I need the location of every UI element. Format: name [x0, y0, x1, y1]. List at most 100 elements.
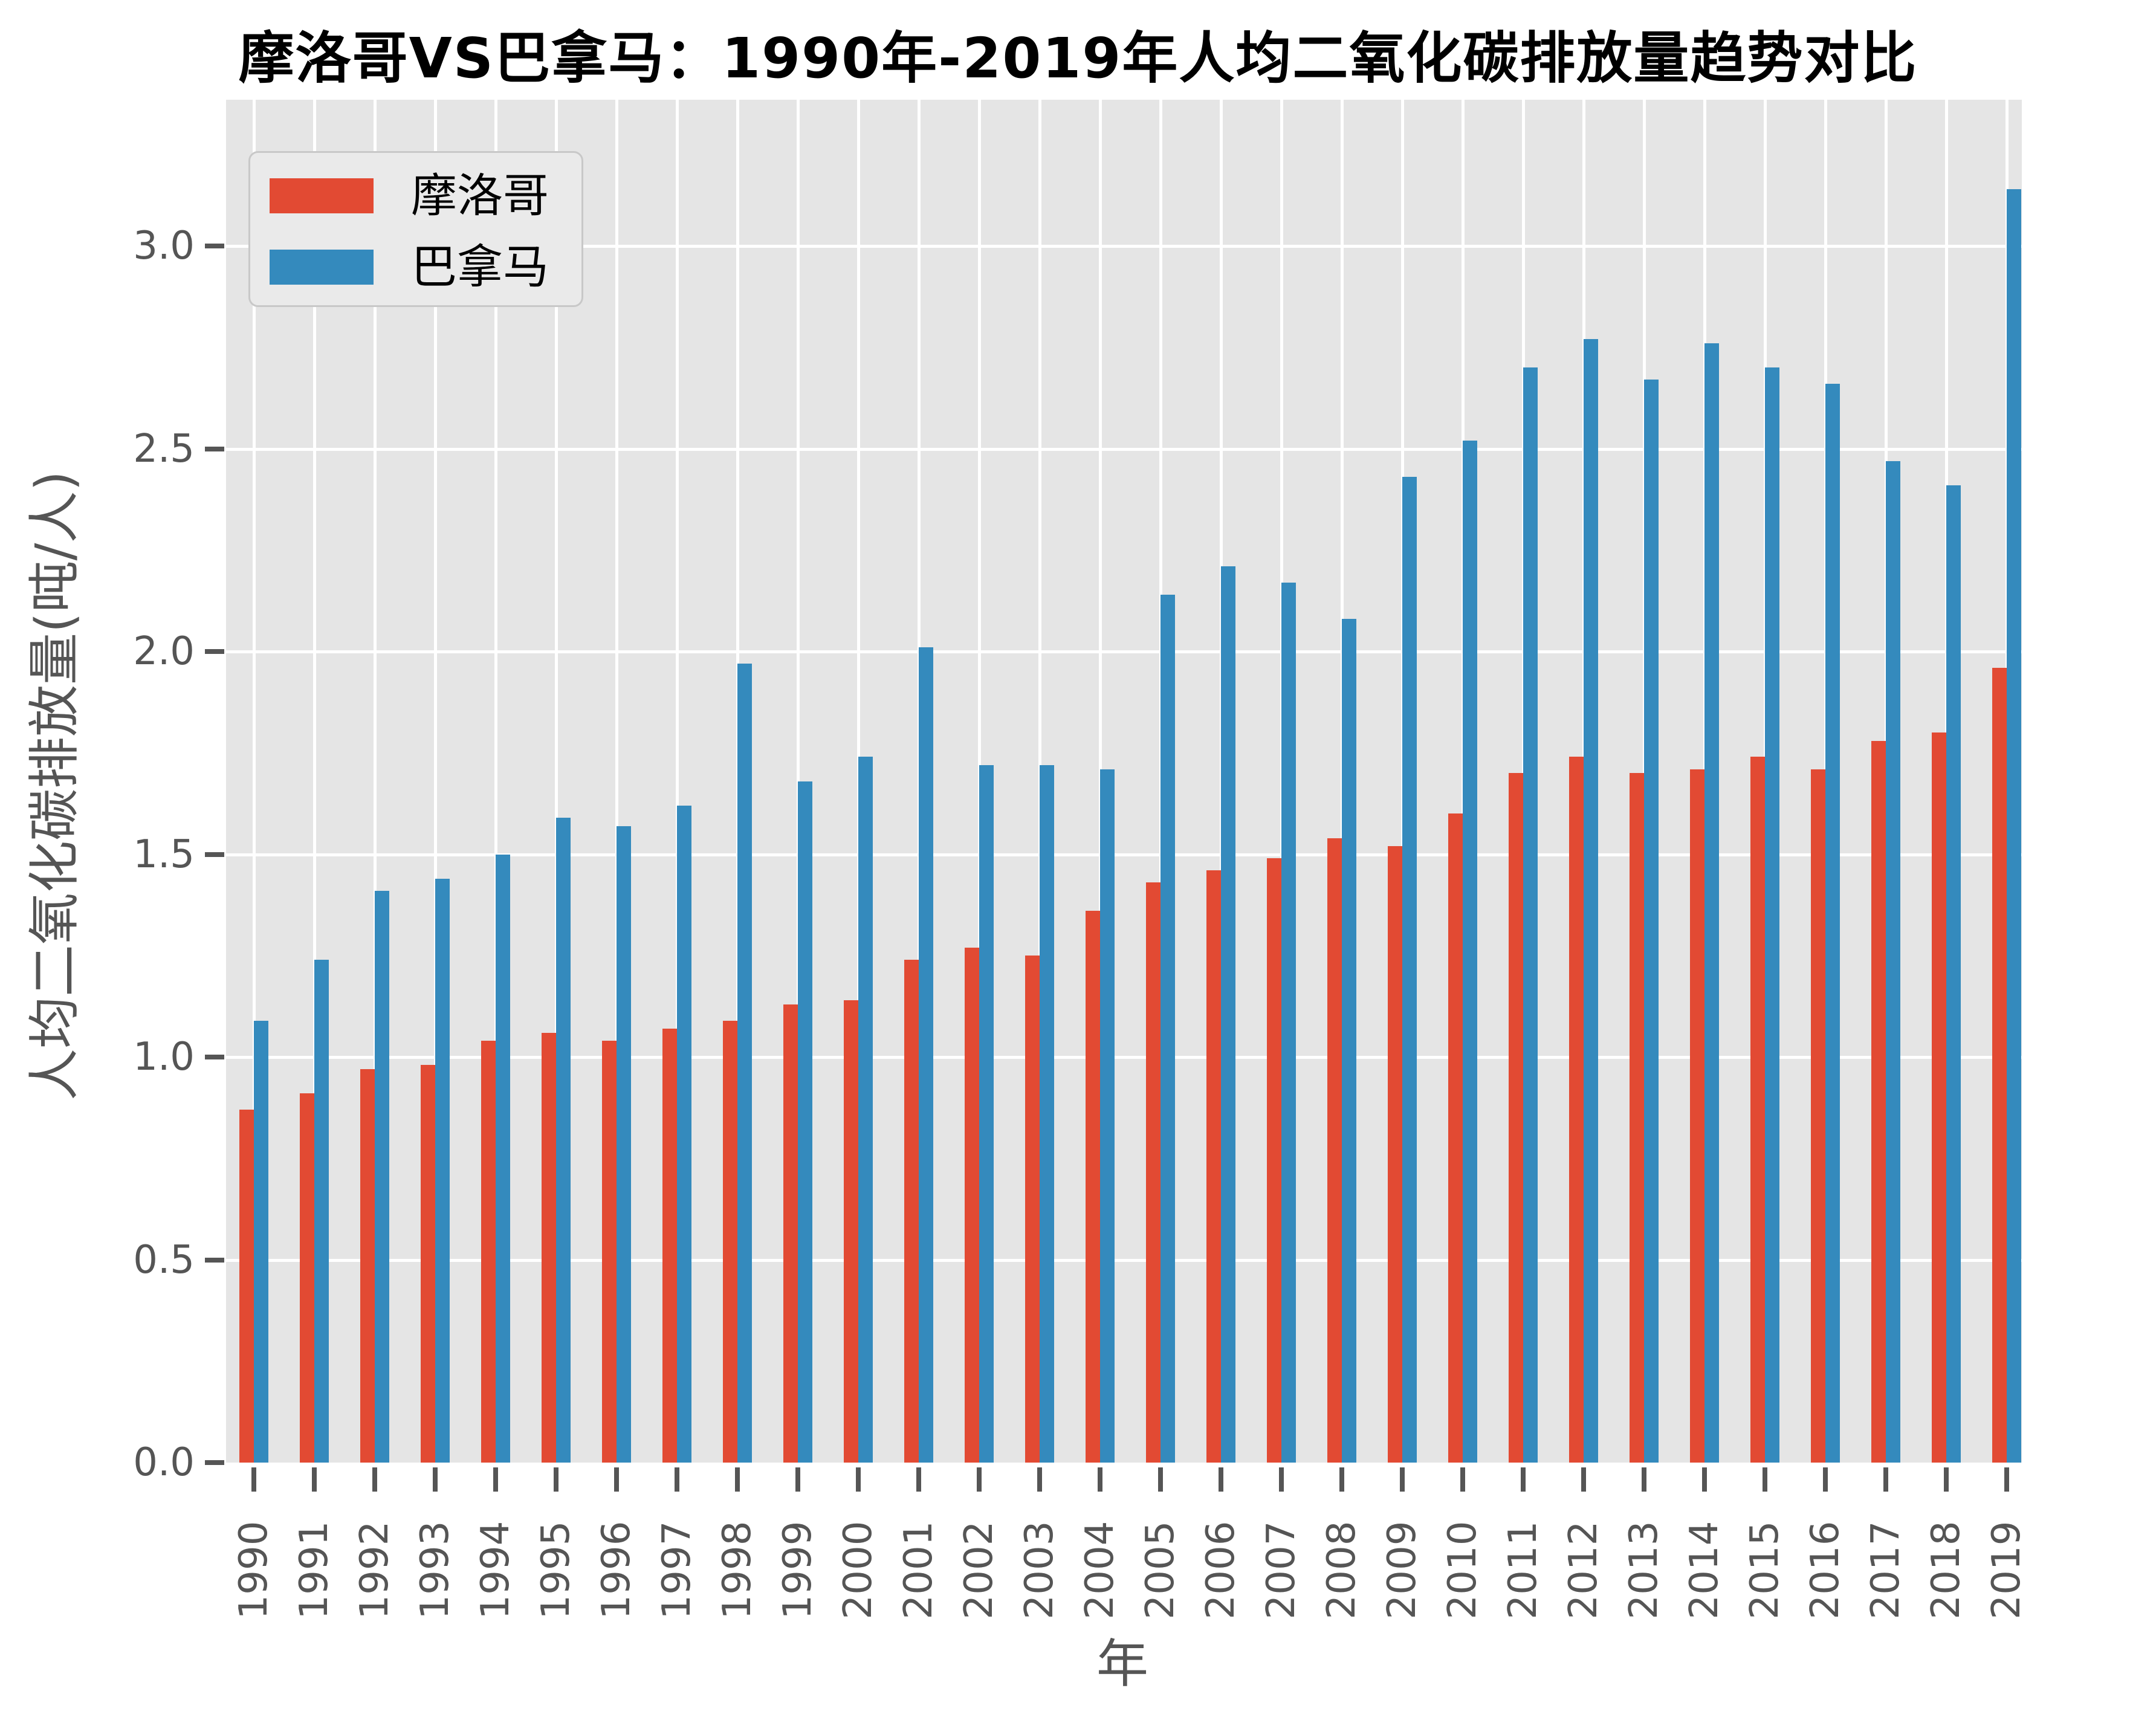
bar-1992-巴拿马 — [375, 890, 389, 1463]
bar-1996-摩洛哥 — [602, 1041, 617, 1463]
x-tick-label-1999: 1999 — [775, 1521, 820, 1620]
bar-2019-巴拿马 — [2007, 189, 2021, 1463]
x-tick-mark-2019 — [2004, 1467, 2009, 1492]
y-tick-label-1.0: 1.0 — [133, 1035, 195, 1079]
v-gridline-1993 — [434, 100, 437, 1463]
x-tick-mark-2003 — [1037, 1467, 1042, 1492]
bar-2014-摩洛哥 — [1690, 769, 1704, 1463]
bar-2019-摩洛哥 — [1992, 667, 2007, 1463]
plot-area — [226, 100, 2022, 1463]
h-gridline-2.0 — [226, 650, 2022, 653]
x-tick-mark-2005 — [1158, 1467, 1163, 1492]
x-tick-mark-1995 — [554, 1467, 558, 1492]
y-tick-label-2.5: 2.5 — [133, 426, 195, 471]
x-tick-label-1997: 1997 — [655, 1521, 699, 1620]
bar-2008-摩洛哥 — [1327, 838, 1342, 1463]
x-tick-mark-1998 — [735, 1467, 740, 1492]
bar-2015-巴拿马 — [1765, 367, 1779, 1463]
bar-2018-巴拿马 — [1946, 485, 1961, 1463]
bar-1998-巴拿马 — [737, 664, 752, 1463]
h-gridline-0.5 — [226, 1258, 2022, 1262]
y-tick-mark-1.5 — [205, 852, 224, 857]
bar-2017-巴拿马 — [1886, 461, 1900, 1463]
x-tick-mark-2004 — [1098, 1467, 1102, 1492]
y-tick-label-3.0: 3.0 — [133, 224, 195, 268]
bar-2014-巴拿马 — [1704, 343, 1719, 1463]
bar-2003-巴拿马 — [1040, 765, 1054, 1463]
x-tick-label-2013: 2013 — [1622, 1521, 1666, 1620]
legend-label-morocco: 摩洛哥 — [411, 169, 549, 222]
x-tick-mark-2011 — [1521, 1467, 1526, 1492]
x-tick-label-1992: 1992 — [352, 1521, 397, 1620]
x-tick-mark-2017 — [1883, 1467, 1888, 1492]
bar-2016-巴拿马 — [1825, 384, 1840, 1463]
y-tick-label-0.0: 0.0 — [133, 1440, 195, 1485]
x-tick-mark-2015 — [1763, 1467, 1767, 1492]
v-gridline-1991 — [313, 100, 316, 1463]
v-gridline-1990 — [253, 100, 256, 1463]
chart-title: 摩洛哥VS巴拿马：1990年-2019年人均二氧化碳排放量趋势对比 — [238, 26, 1918, 91]
x-tick-label-2007: 2007 — [1259, 1521, 1304, 1620]
bar-1999-摩洛哥 — [783, 1004, 798, 1463]
x-tick-label-2001: 2001 — [896, 1521, 941, 1620]
bar-1996-巴拿马 — [617, 826, 631, 1463]
legend-label-panama: 巴拿马 — [411, 240, 549, 294]
y-tick-mark-0.5 — [205, 1257, 224, 1263]
y-tick-mark-0.0 — [205, 1460, 224, 1465]
v-gridline-1999 — [797, 100, 800, 1463]
bar-2018-摩洛哥 — [1932, 732, 1946, 1463]
bar-1990-巴拿马 — [254, 1020, 268, 1463]
x-tick-label-1993: 1993 — [413, 1521, 458, 1620]
x-tick-label-2012: 2012 — [1561, 1521, 1606, 1620]
h-gridline-1.5 — [226, 853, 2022, 856]
x-tick-mark-2010 — [1460, 1467, 1465, 1492]
bar-2003-摩洛哥 — [1025, 956, 1040, 1463]
v-gridline-1994 — [494, 100, 497, 1463]
bar-2013-巴拿马 — [1644, 380, 1659, 1463]
bar-1998-摩洛哥 — [723, 1020, 737, 1463]
v-gridline-1996 — [615, 100, 618, 1463]
y-tick-label-0.5: 0.5 — [133, 1237, 195, 1282]
x-tick-mark-2007 — [1279, 1467, 1284, 1492]
bar-1993-巴拿马 — [435, 878, 450, 1463]
bar-2005-摩洛哥 — [1146, 882, 1161, 1463]
bar-1999-巴拿马 — [798, 781, 812, 1463]
x-tick-mark-2018 — [1944, 1467, 1949, 1492]
x-tick-mark-2013 — [1642, 1467, 1646, 1492]
y-tick-mark-2.5 — [205, 446, 224, 451]
y-axis-label: 人均二氧化碳排放量(吨/人) — [24, 470, 85, 1101]
bar-2012-摩洛哥 — [1569, 757, 1584, 1463]
x-tick-mark-2001 — [916, 1467, 921, 1492]
x-tick-label-1991: 1991 — [292, 1521, 337, 1620]
bar-2011-巴拿马 — [1523, 367, 1538, 1463]
bar-2015-摩洛哥 — [1750, 757, 1765, 1463]
bar-2005-巴拿马 — [1161, 595, 1175, 1463]
legend: 摩洛哥 巴拿马 — [248, 151, 583, 307]
bar-2017-摩洛哥 — [1871, 740, 1886, 1463]
x-tick-label-2019: 2019 — [1984, 1521, 2029, 1620]
bar-1997-巴拿马 — [677, 805, 691, 1463]
x-tick-mark-2016 — [1823, 1467, 1828, 1492]
legend-swatch-morocco — [270, 178, 374, 213]
x-tick-mark-1993 — [433, 1467, 438, 1492]
x-tick-mark-2009 — [1400, 1467, 1405, 1492]
bar-2004-摩洛哥 — [1086, 911, 1100, 1463]
bar-2000-摩洛哥 — [844, 1000, 858, 1463]
x-tick-label-2011: 2011 — [1501, 1521, 1546, 1620]
h-gridline-3.0 — [226, 245, 2022, 248]
v-gridline-1997 — [676, 100, 679, 1463]
x-tick-mark-2006 — [1219, 1467, 1223, 1492]
x-tick-mark-1992 — [372, 1467, 377, 1492]
bar-1994-摩洛哥 — [481, 1041, 496, 1463]
x-tick-mark-1996 — [614, 1467, 619, 1492]
x-tick-label-1995: 1995 — [534, 1521, 578, 1620]
bar-1992-摩洛哥 — [360, 1069, 375, 1463]
y-tick-mark-1.0 — [205, 1055, 224, 1059]
x-tick-label-1990: 1990 — [231, 1521, 276, 1620]
bar-2008-巴拿马 — [1342, 619, 1356, 1463]
x-tick-mark-2008 — [1339, 1467, 1344, 1492]
x-tick-label-2003: 2003 — [1017, 1521, 1062, 1620]
y-tick-mark-3.0 — [205, 244, 224, 248]
h-gridline-2.5 — [226, 447, 2022, 451]
